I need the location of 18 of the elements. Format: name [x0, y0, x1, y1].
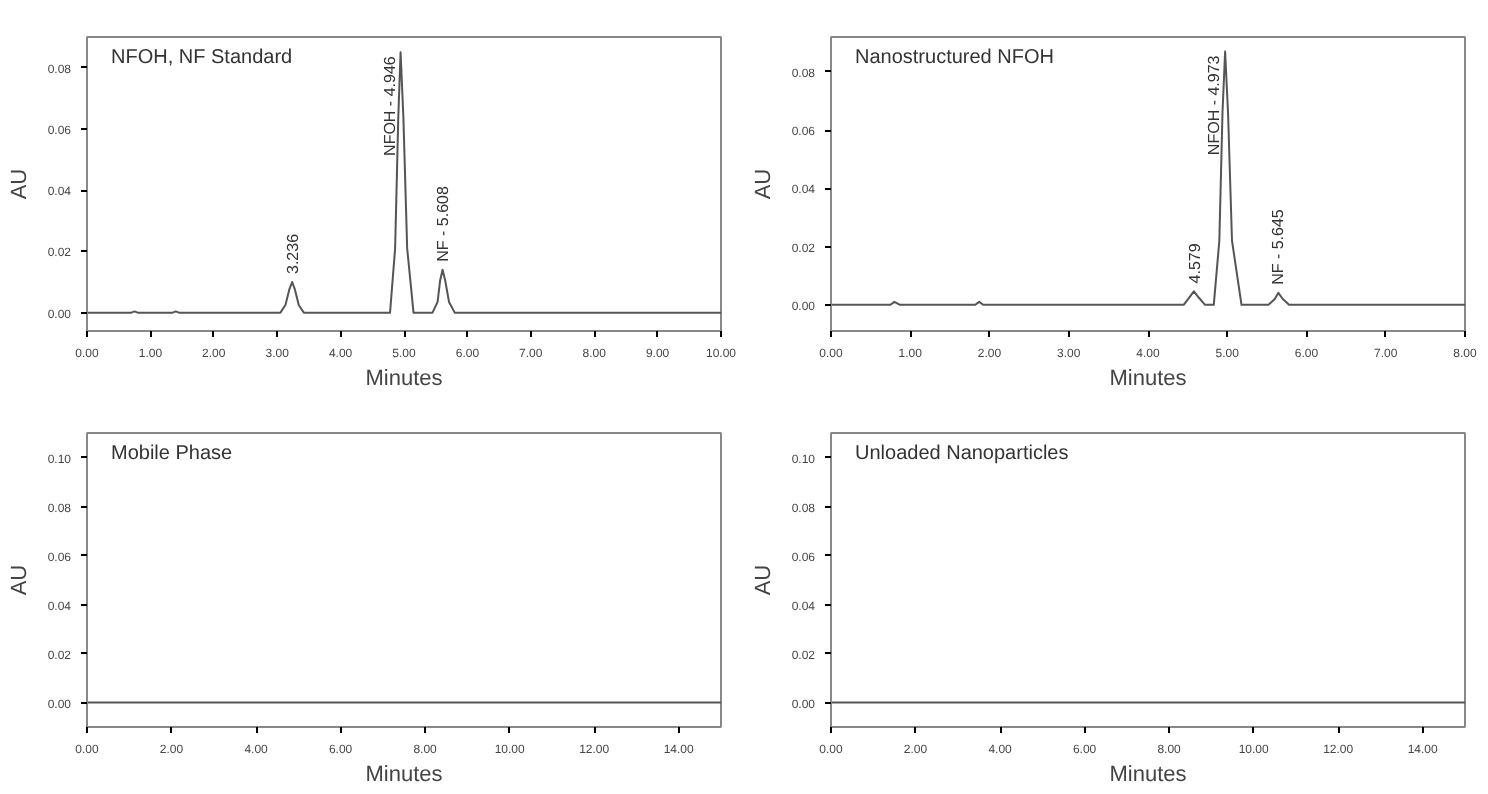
x-axis-title: Minutes: [365, 367, 444, 391]
x-axis-title: Minutes: [365, 763, 444, 787]
y-axis-title: AU: [7, 168, 32, 200]
y-axis-title: AU: [751, 564, 776, 596]
x-axis-title: Minutes: [1109, 763, 1188, 787]
text: Nanostructured NFOH: [855, 47, 1054, 69]
annotation: NFOH - 4.973: [1205, 54, 1224, 156]
annotation: NFOH - 4.946: [380, 55, 399, 156]
annotation: NF - 5.608: [433, 185, 452, 262]
x-axis-title: Minutes: [1109, 367, 1188, 391]
annotation: NF - 5.645: [1269, 208, 1288, 285]
y-axis-title: AU: [7, 564, 32, 596]
y-axis-title: AU: [751, 168, 776, 200]
annotation: 4.579: [1185, 242, 1204, 284]
annotation: 3.236: [284, 232, 303, 274]
text: Unloaded Nanoparticles: [855, 443, 1069, 465]
text: NFOH, NF Standard: [111, 47, 293, 69]
text: Mobile Phase: [111, 443, 234, 465]
